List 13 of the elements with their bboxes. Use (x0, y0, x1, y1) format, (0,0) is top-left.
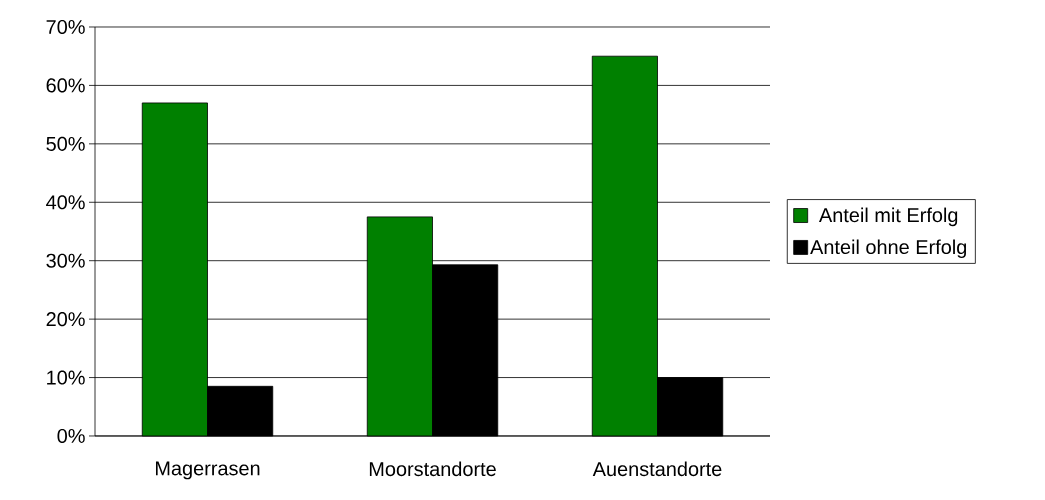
x-tick-label: Moorstandorte (369, 461, 496, 477)
y-tick-label: 0% (57, 428, 85, 444)
x-tick-label: Magerrasen (155, 461, 260, 480)
y-tick-label: 40% (46, 195, 85, 210)
y-tick-label: 50% (46, 136, 85, 151)
y-tick-label: 10% (47, 370, 85, 385)
legend-label: Anteil ohne Erfolg (810, 239, 967, 259)
y-tick-label: 20% (46, 312, 85, 327)
y-tick-label: 70% (46, 19, 85, 35)
y-tick-label: 60% (46, 78, 85, 93)
y-tick-label: 30% (46, 253, 85, 268)
legend-label: Anteil mit Erfolg (818, 207, 958, 227)
x-tick-label: Auenstandorte (592, 461, 722, 477)
